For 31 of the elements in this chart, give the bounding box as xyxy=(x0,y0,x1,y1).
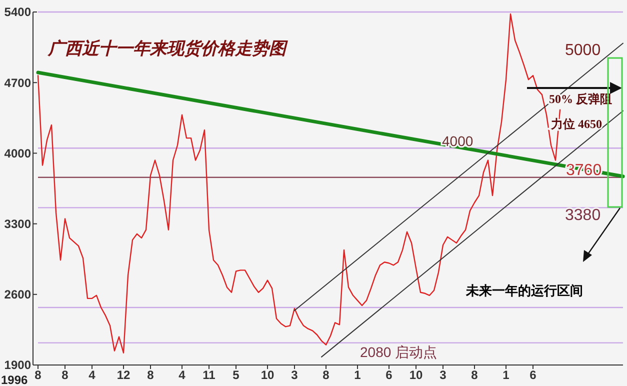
annotation: 未来一年的运行区间 xyxy=(465,283,583,299)
annotation: 2080 启动点 xyxy=(360,344,438,360)
x-tick-label: 6 xyxy=(386,368,393,382)
y-tick-label: 3300 xyxy=(4,217,32,231)
x-tick-label: 3 xyxy=(291,368,298,382)
x-tick-label: 11 xyxy=(202,368,216,382)
y-tick-label: 4000 xyxy=(4,146,32,160)
x-tick-label: 4 xyxy=(88,368,96,382)
x-tick-label: 3 xyxy=(440,368,447,382)
x-tick-label: 8 xyxy=(147,368,154,382)
x-tick-label: 6 xyxy=(530,368,537,382)
x-tick-label: 8 xyxy=(322,368,330,382)
x-tick-label: 1 xyxy=(502,368,510,382)
y-tick-label: 1900 xyxy=(4,358,32,372)
x-tick-label: 1 xyxy=(354,368,362,382)
x-tick-label: 8 xyxy=(471,368,478,382)
x-tick-label: 8 xyxy=(34,368,42,382)
text: 广西近十一年来现货价格走势图 xyxy=(47,39,288,59)
annotation: 3380 xyxy=(565,207,601,224)
x-tick-label: 8 xyxy=(62,368,69,382)
text: 1996 xyxy=(1,373,28,386)
annotation: 5000 xyxy=(565,42,601,59)
x-tick-label: 10 xyxy=(409,368,423,382)
x-tick-label: 4 xyxy=(178,368,186,382)
x-tick-label: 12 xyxy=(116,368,130,382)
annotation: 4000 xyxy=(442,133,474,149)
y-tick-label: 4700 xyxy=(4,76,32,90)
x-tick-label: 5 xyxy=(232,368,240,382)
y-tick-label: 5400 xyxy=(4,5,32,20)
y-tick-label: 2600 xyxy=(4,288,32,302)
x-tick-label: 10 xyxy=(260,368,274,382)
